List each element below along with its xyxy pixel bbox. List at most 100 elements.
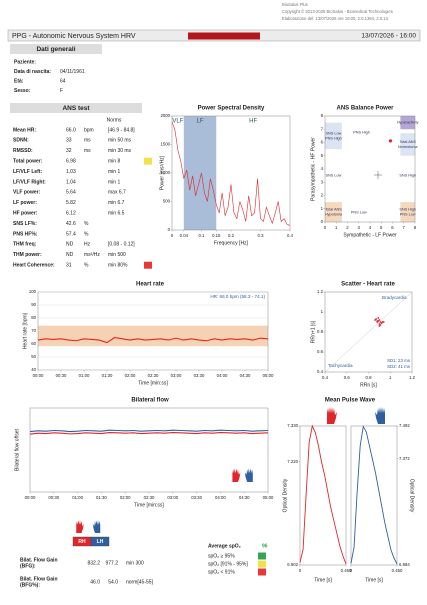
point — [377, 317, 380, 319]
row-value: ND — [66, 242, 74, 248]
row-unit: ms — [84, 138, 91, 144]
x-tick-label: 0.450 — [392, 568, 403, 573]
x-tick-label: 0 — [299, 568, 302, 573]
row-unit: ms — [84, 148, 91, 154]
field-label: Sesso: — [14, 88, 31, 94]
x-tick-label: 0 — [324, 225, 327, 230]
y-tick-label: 1.2 — [317, 289, 324, 294]
copyright: Copyright © 2013-2026 BioSalus - Biomedi… — [282, 9, 393, 14]
point — [388, 139, 393, 143]
x-tick-label: 02:30 — [144, 495, 155, 500]
x-tick-label: 0.450 — [341, 568, 352, 573]
field-label: Data di nascita: — [14, 69, 51, 75]
row-label: Total power: — [13, 159, 43, 165]
y-tick-label: 7.372 — [399, 456, 410, 461]
y-tick-label: 2 — [321, 193, 324, 198]
hand-icon — [327, 407, 337, 424]
row-value: 42.6 — [66, 221, 76, 227]
row-value: 6.98 — [66, 159, 76, 165]
region-label: PNS Low — [400, 213, 416, 217]
data-line — [299, 424, 347, 565]
row-unit: % — [84, 263, 89, 269]
x-tick-label: 1.2 — [409, 375, 416, 380]
redacted — [188, 32, 260, 40]
stat-label: SD1: 23 ms — [387, 358, 411, 363]
row-label: SDNN: — [13, 138, 29, 144]
y-tick-label: 100 — [29, 289, 37, 294]
data-line — [29, 429, 269, 433]
row-value: 33 — [66, 138, 72, 144]
software: BioSalus Plus — [282, 2, 308, 7]
region — [325, 122, 342, 150]
y-tick-label: 4 — [321, 166, 324, 171]
row-unit: % — [84, 231, 89, 237]
y-tick-label: 1500 — [160, 142, 170, 147]
y-tick-label: 3 — [321, 179, 324, 184]
region-label: Hypotonia — [325, 213, 343, 217]
row-unit: ms²/Hz — [84, 252, 100, 258]
row-label: THM freq: — [13, 242, 37, 248]
region-label: SNS Low — [326, 174, 342, 178]
region-label: Total ANS — [325, 208, 342, 212]
row-norm: min 80% — [108, 263, 128, 269]
region-label: SNS High — [399, 208, 416, 212]
y-tick-label: 6 — [321, 140, 324, 145]
y-tick-label: 6.902 — [287, 562, 298, 567]
x-tick-label: 3 — [358, 225, 361, 230]
y-tick-label: 7.492 — [399, 423, 410, 428]
plot-frame — [299, 425, 347, 566]
bfg-label: (BFG): — [20, 563, 36, 569]
y-tick-label: 7.330 — [287, 423, 298, 428]
section-title: Dati generali — [36, 46, 75, 53]
x-tick-label: 0.2 — [228, 233, 235, 238]
hand-legend-label: LH — [97, 539, 104, 545]
x-tick-label: 04:30 — [240, 373, 251, 378]
region-label: Hyperactivity — [397, 121, 419, 125]
x-tick-label: 03:00 — [171, 373, 182, 378]
hand-legend-box — [90, 536, 110, 547]
x-tick-label: 02:00 — [125, 373, 136, 378]
flag — [144, 157, 152, 165]
row-value: 6.12 — [66, 211, 76, 217]
section-title: ANS test — [62, 105, 90, 112]
chart-title: ANS Balance Power — [336, 106, 394, 112]
row-label: LF/VLF Left: — [13, 169, 42, 175]
row-norm: [46.9 - 84.8] — [108, 127, 135, 133]
x-tick-label: 0.3 — [258, 233, 265, 238]
row-label: THM power: — [13, 252, 42, 258]
y-axis-label: Heart rate [bpm] — [22, 312, 28, 349]
data-line — [350, 425, 398, 565]
x-tick-label: 7 — [403, 225, 406, 230]
y-tick-label: 1 — [321, 206, 324, 211]
y-tick-label: 80 — [31, 315, 36, 320]
x-tick-label: 0.6 — [344, 375, 351, 380]
y-tick-label: 6.984 — [399, 562, 410, 567]
point — [378, 323, 381, 325]
region-label: PNS High — [325, 136, 342, 140]
y-tick-label: 40 — [31, 367, 36, 372]
row-label: LF power: — [13, 200, 37, 206]
x-tick-label: 4 — [369, 225, 372, 230]
x-axis-label: Time [min:ss] — [134, 502, 164, 508]
row-label: RMSSD: — [13, 148, 33, 154]
y-tick-label: 0 — [321, 219, 324, 224]
y-tick-label: 0.8 — [317, 329, 324, 334]
y-tick-label: 70 — [31, 328, 36, 333]
row-value: 5.82 — [66, 200, 76, 206]
spo2-swatch — [258, 560, 266, 568]
row-value: 57.4 — [66, 231, 76, 237]
bfg-rh: 46.0 — [90, 579, 100, 585]
x-tick-label: 5 — [380, 225, 383, 230]
data-line — [37, 336, 269, 344]
row-value: 1.03 — [66, 169, 76, 175]
row-norm: min 50 ms — [108, 138, 132, 144]
row-value: 1.04 — [66, 179, 76, 185]
chart-title: Power Spectral Density — [198, 106, 265, 112]
x-tick-label: 05:00 — [263, 373, 274, 378]
x-tick-label: 6 — [391, 225, 394, 230]
x-tick-label: 00:30 — [56, 373, 67, 378]
region — [325, 202, 342, 222]
x-tick-label: 8 — [414, 225, 417, 230]
bfg-norm: min 300 — [126, 560, 144, 566]
